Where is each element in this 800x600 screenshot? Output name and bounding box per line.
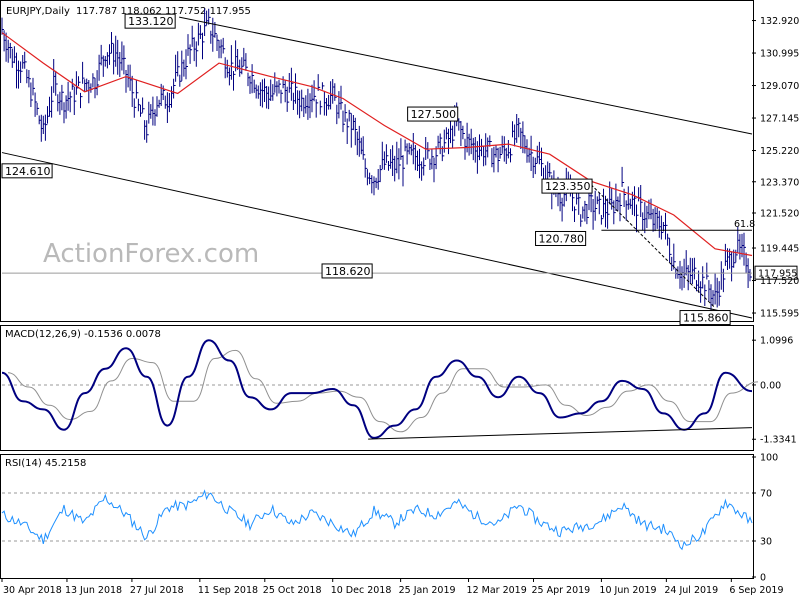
price-axis-label: 132.920: [760, 16, 799, 27]
price-annotation-box: [321, 263, 373, 279]
date-axis-label: 27 Jul 2018: [130, 585, 184, 596]
date-axis-label: 10 Jun 2019: [599, 585, 656, 596]
price-annotation-label: 124.610: [5, 165, 51, 178]
price-axis-label: 129.070: [760, 81, 799, 92]
price-axis-label: 119.445: [760, 244, 799, 255]
price-annotation-label: 127.500: [411, 108, 457, 121]
price-annotation-box: [535, 230, 587, 246]
macd-axis-label: 1.0996: [760, 336, 793, 347]
date-axis-label: 30 Apr 2018: [3, 585, 62, 596]
macd-line: [1, 339, 753, 439]
moving-average-line: [1, 32, 753, 257]
date-axis-label: 24 Jul 2019: [664, 585, 718, 596]
rsi-panel-frame: [0, 454, 754, 579]
header-symbol: EURJPY: [6, 6, 42, 17]
header-ohlc: 117.787 118.062 117.752 117.955: [76, 6, 251, 17]
rsi-title: RSI(14) 45.2158: [5, 458, 86, 469]
rsi-line: [1, 489, 753, 551]
rsi-axis-label: 70: [760, 489, 772, 500]
chart-header: EURJPY,Daily 117.787 118.062 117.752 117.…: [6, 6, 251, 17]
date-axis-label: 11 Sep 2018: [198, 585, 258, 596]
price-annotation-label: 120.780: [539, 232, 585, 245]
lower-channel-line: [1, 152, 753, 319]
decline-trend-line: [590, 184, 716, 309]
price-annotation-box: [541, 178, 593, 194]
current-price-label: 117.955: [758, 269, 797, 280]
price-annotation-box: [407, 106, 459, 122]
date-axis-label: 25 Oct 2018: [263, 585, 322, 596]
header-timeframe: Daily: [45, 6, 70, 17]
macd-axis-label: -1.3341: [760, 435, 797, 446]
price-axis-label: 127.145: [760, 114, 799, 125]
macd-trendline: [368, 427, 753, 440]
macd-layer: [1, 339, 759, 440]
header-separator: ,: [41, 6, 44, 17]
date-axis-label: 6 Sep 2019: [729, 585, 783, 596]
price-axis-label: 115.595: [760, 309, 799, 320]
price-annotation-box: [1, 163, 53, 179]
price-annotation-label: 133.120: [128, 15, 174, 28]
price-layer: 61.8: [1, 8, 755, 319]
watermark: ActionForex.com: [43, 239, 259, 269]
price-axis-label: 123.370: [760, 177, 799, 188]
macd-panel-frame: [0, 325, 754, 451]
rsi-axis-label: 30: [760, 537, 772, 548]
rsi-axis-label: 0: [760, 573, 766, 584]
price-annotation-label: 123.350: [545, 180, 591, 193]
date-axis-label: 25 Jan 2019: [399, 585, 456, 596]
date-axis-label: 13 Jun 2018: [65, 585, 122, 596]
annotation-layer: 133.120 124.610 118.620 127.500 123.350 120.7…: [1, 13, 731, 326]
axis-layer: 117.955 132.920 130.995 129.070 127.145 125.2…: [1, 16, 799, 596]
current-price-box: [754, 265, 798, 280]
price-annotation-box: [679, 310, 731, 326]
rsi-axis-label: 100: [760, 453, 778, 464]
price-annotation-label: 118.620: [325, 265, 371, 278]
date-axis-label: 12 Mar 2019: [467, 585, 527, 596]
macd-axis-label: 0.00: [760, 380, 781, 391]
upper-channel-line: [179, 16, 753, 135]
price-panel-frame: [0, 0, 754, 322]
price-annotation-box: [124, 13, 176, 29]
price-axis-label: 121.520: [760, 208, 799, 219]
price-annotation-label: 115.860: [683, 312, 729, 325]
macd-signal-line: [7, 349, 759, 433]
macd-title: MACD(12,26,9) -0.1536 0.0078: [5, 329, 161, 340]
fib-level-label: 61.8: [734, 219, 755, 230]
date-axis-label: 25 Apr 2019: [531, 585, 590, 596]
price-axis-label: 130.995: [760, 49, 799, 60]
rsi-layer: [1, 489, 753, 551]
price-axis-label: 125.220: [760, 146, 799, 157]
price-axis-label: 117.520: [760, 276, 799, 287]
date-axis-label: 10 Dec 2018: [331, 585, 392, 596]
